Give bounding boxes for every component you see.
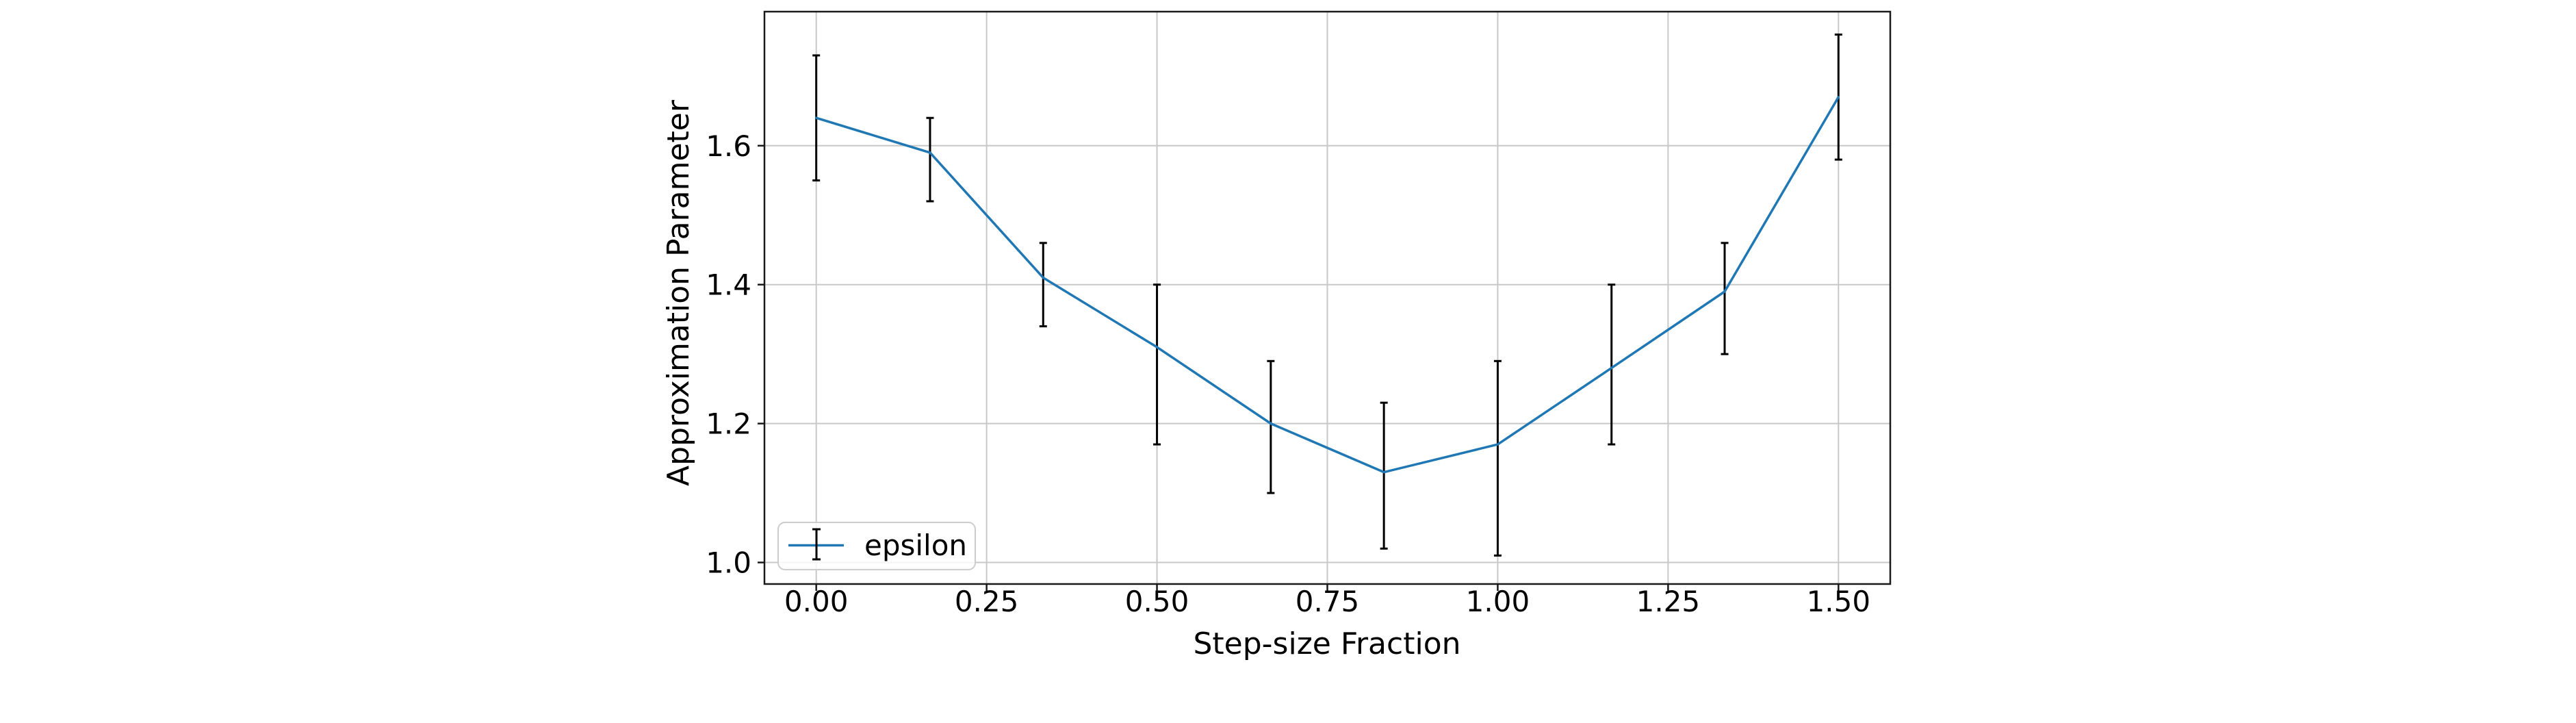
y-tick-label: 1.2 bbox=[706, 407, 751, 441]
x-tick-label: 1.00 bbox=[1466, 585, 1530, 618]
y-axis-label: Approximation Parameter bbox=[661, 99, 696, 486]
y-tick-label: 1.6 bbox=[706, 129, 751, 163]
x-tick-label: 0.00 bbox=[784, 585, 849, 618]
tick-label-layer: 0.00 0.25 0.50 0.75 1.00 1.25 1.50 1.0 1.2 1.4 1.6 bbox=[706, 129, 1870, 618]
grid-layer bbox=[764, 12, 1890, 584]
x-tick-label: 0.25 bbox=[955, 585, 1019, 618]
legend-label: epsilon bbox=[864, 529, 967, 562]
x-tick-label: 0.75 bbox=[1296, 585, 1360, 618]
x-tick-label: 1.25 bbox=[1636, 585, 1701, 618]
data-layer bbox=[812, 33, 1842, 557]
legend-box bbox=[777, 522, 976, 570]
legend: epsilon bbox=[777, 522, 976, 570]
y-tick-label: 1.4 bbox=[706, 268, 751, 302]
data-line-epsilon bbox=[814, 96, 1840, 474]
axes-layer bbox=[758, 10, 1892, 591]
x-tick-label: 1.50 bbox=[1807, 585, 1871, 618]
x-tick-label: 0.50 bbox=[1125, 585, 1189, 618]
x-axis-label: Step-size Fraction bbox=[1194, 626, 1461, 661]
y-tick-label: 1.0 bbox=[706, 546, 751, 580]
